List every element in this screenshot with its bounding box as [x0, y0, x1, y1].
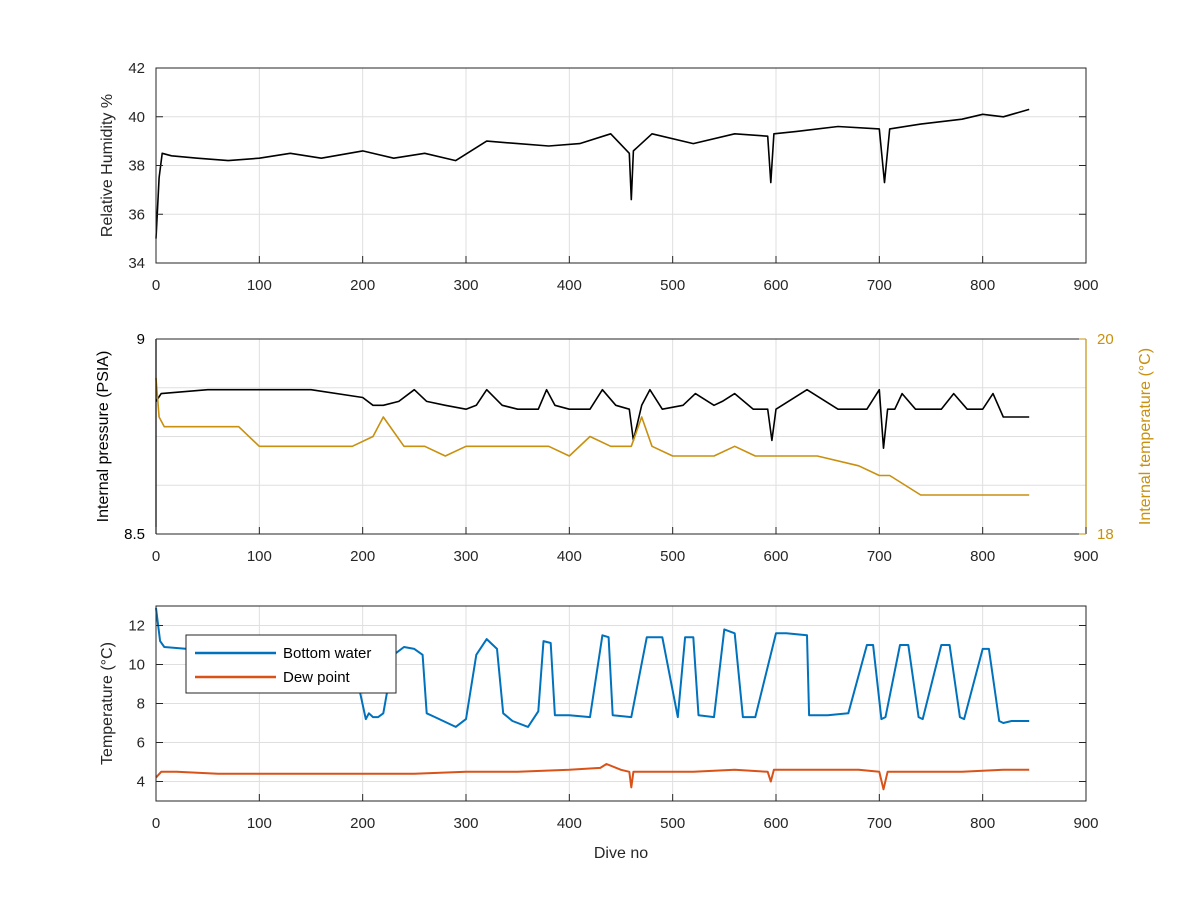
temperature-x-tick-label: 600	[763, 815, 788, 832]
humidity-x-tick-label: 400	[557, 277, 582, 294]
humidity-panel: 0 100 200 300 400 500 600 700 800 900 3436384042 …	[99, 60, 1099, 294]
humidity-x-tick-label: 800	[970, 277, 995, 294]
temperature-right-tick-label: 18	[1097, 526, 1114, 543]
pressure-x-tick-label: 500	[660, 548, 685, 565]
temperature-x-tick-label: 900	[1073, 815, 1098, 832]
temperature-y-axis-label-bottom: Temperature (°C)	[99, 642, 116, 765]
pressure-y-ticks: 8.59	[124, 331, 163, 543]
humidity-series	[155, 108, 1030, 239]
pressure-x-tick-label: 900	[1073, 548, 1098, 565]
humidity-x-tick-label: 200	[350, 277, 375, 294]
humidity-x-tick-label: 0	[152, 277, 160, 294]
humidity-x-tick-label: 900	[1073, 277, 1098, 294]
temperature-y-tick-label: 12	[128, 618, 145, 635]
humidity-y-axis-label: Relative Humidity %	[99, 94, 116, 237]
temperature-y-tick-label: 6	[137, 735, 145, 752]
pressure-y-tick-label: 8.5	[124, 526, 145, 543]
humidity-y-tick-label: 38	[128, 158, 145, 175]
temperature-y-tick-label: 8	[137, 696, 145, 713]
pressure-x-tick-label: 200	[350, 548, 375, 565]
temperature-y-axis-label: Internal temperature (°C)	[1137, 348, 1154, 525]
humidity-y-tick-label: 36	[128, 206, 145, 223]
x-axis-label: Dive no	[594, 845, 648, 862]
legend-box	[185, 634, 397, 694]
temperature-right-tick-label: 20	[1097, 331, 1114, 348]
pressure-x-tick-label: 100	[247, 548, 272, 565]
humidity-grid	[156, 68, 1086, 263]
temperature-x-tick-label: 700	[867, 815, 892, 832]
humidity-y-tick-label: 34	[128, 255, 145, 272]
pressure-x-ticks: 0 100 200 300 400 500 600 700 800 900	[152, 527, 1099, 565]
pressure-x-tick-label: 600	[763, 548, 788, 565]
humidity-y-tick-label: 40	[128, 109, 145, 126]
temperature-series	[155, 607, 1030, 791]
pressure-y-axis-label: Internal pressure (PSIA)	[95, 351, 112, 523]
temperature-y-ticks: 4 6 8 10 12	[128, 618, 1086, 791]
humidity-x-tick-label: 300	[453, 277, 478, 294]
temperature-x-ticks: 0 100 200 300 400 500 600 700 800 900	[152, 794, 1099, 832]
pressure-x-tick-label: 700	[867, 548, 892, 565]
temperature-x-tick-label: 300	[453, 815, 478, 832]
internal-pressure-line	[155, 388, 1030, 450]
dew-point-line	[155, 763, 1030, 791]
humidity-x-ticks: 0 100 200 300 400 500 600 700 800 900	[152, 256, 1099, 294]
pressure-x-tick-label: 400	[557, 548, 582, 565]
humidity-x-tick-label: 700	[867, 277, 892, 294]
pressure-temperature-series	[155, 377, 1030, 496]
humidity-x-tick-label: 500	[660, 277, 685, 294]
temperature-x-tick-label: 800	[970, 815, 995, 832]
pressure-grid	[156, 339, 1086, 534]
temperature-y-tick-label: 4	[137, 774, 145, 791]
temperature-x-tick-label: 400	[557, 815, 582, 832]
temperature-x-tick-label: 500	[660, 815, 685, 832]
legend: Bottom water Dew point	[185, 634, 397, 694]
temperature-x-tick-label: 0	[152, 815, 160, 832]
legend-label-bottom-water: Bottom water	[283, 645, 371, 662]
humidity-x-tick-label: 600	[763, 277, 788, 294]
pressure-x-tick-label: 0	[152, 548, 160, 565]
temperature-y-tick-label: 10	[128, 657, 145, 674]
internal-temperature-line	[155, 377, 1030, 496]
temperature-x-tick-label: 200	[350, 815, 375, 832]
humidity-y-tick-label: 42	[128, 60, 145, 77]
temperature-x-tick-label: 100	[247, 815, 272, 832]
humidity-y-ticks: 34 36 38 40 42	[128, 60, 1086, 272]
legend-label-dew-point: Dew point	[283, 669, 351, 686]
pressure-x-tick-label: 300	[453, 548, 478, 565]
pressure-y-tick-label: 9	[137, 331, 145, 348]
bottom-water-line	[155, 607, 1030, 728]
temperature-panel: 0 100 200 300 400 500 600 700 800 900 4 6 8 10 12 Tem…	[99, 605, 1099, 862]
pressure-x-tick-label: 800	[970, 548, 995, 565]
humidity-x-tick-label: 100	[247, 277, 272, 294]
relative-humidity-line	[155, 108, 1030, 239]
